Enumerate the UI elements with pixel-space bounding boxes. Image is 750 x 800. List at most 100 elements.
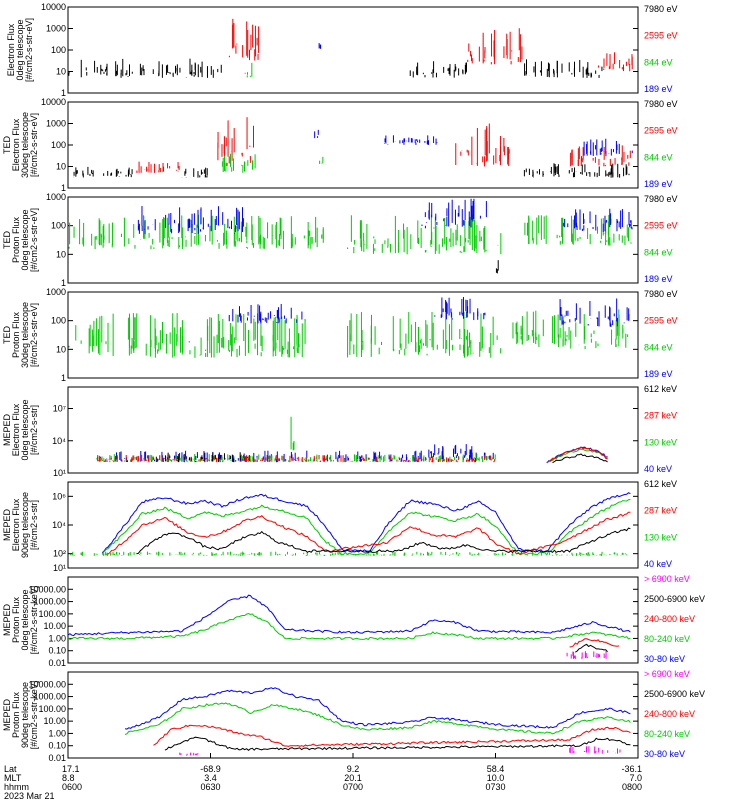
legend-entry: 7980 eV: [644, 99, 678, 109]
data-burst: [318, 43, 322, 49]
x-row-label: hhmm: [4, 782, 29, 792]
data-burst: [384, 135, 438, 145]
x-tick-label: 0700: [343, 782, 363, 792]
data-line: [124, 702, 631, 735]
y-tick-label: 100.00: [38, 609, 66, 619]
data-burst: [179, 752, 199, 756]
data-line: [107, 511, 631, 556]
data-line: [101, 498, 631, 556]
y-tick-label: 10.00: [43, 621, 66, 631]
data-burst: [524, 214, 632, 246]
y-tick-label: 10⁴: [52, 520, 66, 530]
x-tick-label: 0600: [62, 782, 82, 792]
data-burst: [566, 650, 607, 660]
legend-entry: > 6900 keV: [644, 669, 690, 679]
y-tick-label: 0.01: [48, 658, 66, 668]
y-axis-label: Electron Flux0deg telescope[#/cm2-s-str-…: [6, 18, 34, 82]
y-tick-label: 10000: [41, 2, 66, 12]
data-line: [136, 527, 631, 555]
legend-entry: 2595 eV: [644, 221, 678, 231]
legend: 7980 eV 2595 eV 844 eV 189 eV: [644, 99, 678, 189]
panel-5: 10¹ 10⁴ 10⁷ MEPEDElectron Flux0deg telescop…: [2, 384, 677, 478]
y-tick-label: 1: [61, 183, 66, 193]
data-line: [164, 736, 631, 751]
x-tick-label: 10.0: [487, 773, 505, 783]
y-tick-label: 100: [51, 45, 66, 55]
x-tick-label: 0730: [485, 782, 505, 792]
legend-entry: 612 keV: [644, 384, 677, 394]
panel-1: 1 10 100 1000 10000 Electron Flux0deg telesco…: [6, 2, 678, 98]
x-tick-label: 7.0: [629, 773, 642, 783]
panel-3: 1 10 100 1000 TEDProton Flux0deg telescope[#…: [2, 192, 678, 288]
x-tick-label: -36.1: [621, 764, 642, 774]
data-burst: [455, 123, 510, 167]
y-tick-label: 10: [56, 249, 66, 259]
data-burst: [562, 208, 633, 232]
panel-frame: [67, 196, 639, 284]
y-tick-label: 100: [51, 221, 66, 231]
x-tick-label: 20.1: [344, 773, 362, 783]
panel-4: 1 10 100 1000 TEDProton Flux30deg telescope[…: [2, 287, 678, 383]
data-burst: [228, 18, 260, 61]
legend-entry: 189 eV: [644, 84, 673, 94]
data-line: [67, 594, 631, 637]
y-tick-label: 0.01: [48, 753, 66, 763]
data-burst: [434, 297, 486, 321]
x-tick-label: 17.1: [62, 764, 80, 774]
y-tick-label: 1.00: [48, 633, 66, 643]
data-burst: [428, 444, 473, 459]
data-burst: [154, 452, 250, 463]
y-tick-label: 10000: [41, 97, 66, 107]
legend-entry: 240-800 keV: [644, 709, 695, 719]
legend-entry: 40 keV: [644, 464, 672, 474]
y-tick-label: 1000.00: [33, 597, 66, 607]
y-tick-label: 1: [61, 88, 66, 98]
legend-entry: 40 keV: [644, 559, 672, 569]
data-burst: [70, 551, 630, 556]
legend-entry: 189 eV: [644, 369, 673, 379]
y-tick-label: 10.00: [43, 716, 66, 726]
panel-frame: [67, 6, 639, 94]
legend-entry: 2595 eV: [644, 126, 678, 136]
data-burst: [181, 167, 208, 178]
y-axis-label: TEDProton Flux30deg telescope[#/cm2-s-st…: [2, 302, 39, 368]
legend: > 6900 keV 2500-6900 keV 240-800 keV 80-240…: [644, 574, 705, 664]
y-tick-label: 10⁶: [52, 491, 66, 501]
panel-frame: [67, 101, 639, 189]
y-tick-label: 10⁴: [52, 436, 66, 446]
y-axis-label: MEPEDProton Flux90deg telescope[#/cm2-s-…: [2, 681, 39, 750]
data-line: [575, 643, 608, 653]
data-burst: [347, 309, 502, 358]
y-tick-label: 10²: [53, 549, 66, 559]
legend-entry: 612 keV: [644, 479, 677, 489]
x-tick-label: 58.4: [487, 764, 505, 774]
data-burst: [570, 145, 631, 167]
legend: 7980 eV 2595 eV 844 eV 189 eV: [644, 4, 678, 94]
data-burst: [559, 298, 630, 327]
data-burst: [597, 52, 633, 72]
data-burst: [421, 198, 487, 229]
legend-entry: 7980 eV: [644, 4, 678, 14]
y-tick-label: 10⁷: [53, 404, 66, 414]
y-tick-label: 0.10: [48, 741, 66, 751]
data-burst: [512, 309, 629, 350]
data-burst: [467, 28, 523, 65]
panel-7: 0.01 0.10 1.00 10.00 100.00 1000.00 10000.00ME…: [2, 574, 705, 668]
legend-entry: 844 eV: [644, 152, 673, 162]
legend-entry: 844 eV: [644, 342, 673, 352]
panel-frame: [67, 576, 639, 664]
legend-entry: 80-240 keV: [644, 729, 690, 739]
y-axis-label: TEDProton Flux0deg telescope[#/cm2-s-str…: [2, 208, 39, 272]
x-tick-label: 9.2: [347, 764, 360, 774]
y-tick-label: 100: [51, 140, 66, 150]
legend: 7980 eV 2595 eV 844 eV 189 eV: [644, 289, 678, 379]
y-tick-label: 10: [56, 162, 66, 172]
data-burst: [347, 214, 502, 255]
legend-entry: 189 eV: [644, 179, 673, 189]
data-line: [552, 453, 608, 464]
data-burst: [136, 161, 180, 173]
y-tick-label: 100: [51, 316, 66, 326]
legend-entry: > 6900 keV: [644, 574, 690, 584]
